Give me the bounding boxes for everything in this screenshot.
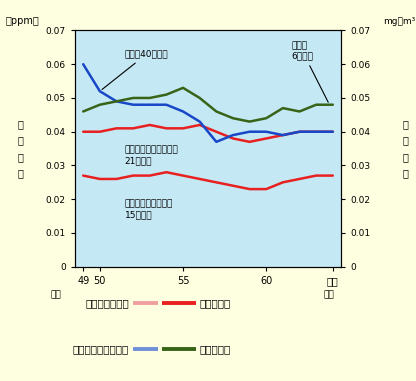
Text: 自動車排出ガス測定局
21局平均: 自動車排出ガス測定局 21局平均 xyxy=(125,145,178,165)
Text: 一般名40局平均: 一般名40局平均 xyxy=(102,50,168,90)
Text: （目盛左）: （目盛左） xyxy=(200,298,231,308)
Text: （目盛右）: （目盛右） xyxy=(200,344,231,354)
Text: 一般環境大気測定局
15局平均: 一般環境大気測定局 15局平均 xyxy=(125,199,173,219)
Text: 平成: 平成 xyxy=(324,290,334,299)
Text: 年
平
均
値: 年 平 均 値 xyxy=(402,119,408,178)
Text: 昭和: 昭和 xyxy=(51,290,62,299)
Text: 年
平
均
値: 年 平 均 値 xyxy=(17,119,23,178)
Text: 浮遊粒子状物質濃度: 浮遊粒子状物質濃度 xyxy=(73,344,129,354)
Text: 自排局
6局平均: 自排局 6局平均 xyxy=(291,41,328,102)
Text: mg／m³: mg／m³ xyxy=(384,17,416,26)
Text: 二酸化窒素濃度: 二酸化窒素濃度 xyxy=(85,298,129,308)
Text: （ppm）: （ppm） xyxy=(6,16,40,26)
